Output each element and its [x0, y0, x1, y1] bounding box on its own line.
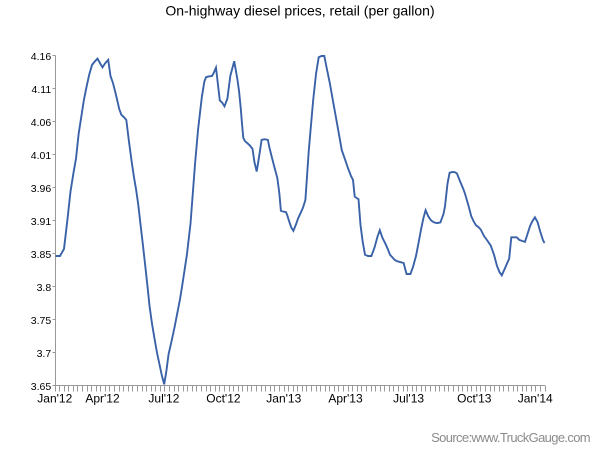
- svg-text:Jan'14: Jan'14: [518, 392, 553, 406]
- svg-text:4.06: 4.06: [31, 117, 52, 129]
- svg-text:Source:www.TruckGauge.com: Source:www.TruckGauge.com: [431, 430, 590, 445]
- svg-text:Jul'13: Jul'13: [393, 392, 424, 406]
- svg-text:3.85: 3.85: [31, 249, 52, 261]
- svg-text:Apr'12: Apr'12: [85, 392, 120, 406]
- svg-text:3.75: 3.75: [31, 315, 52, 327]
- svg-text:Oct'12: Oct'12: [206, 392, 241, 406]
- svg-text:Apr'13: Apr'13: [328, 392, 363, 406]
- svg-text:4.11: 4.11: [32, 84, 52, 96]
- svg-text:4.16: 4.16: [31, 51, 52, 63]
- svg-text:On-highway diesel prices, reta: On-highway diesel prices, retail (per ga…: [165, 3, 434, 19]
- svg-text:Jan'12: Jan'12: [37, 392, 72, 406]
- svg-text:Jul'12: Jul'12: [148, 392, 179, 406]
- svg-text:3.8: 3.8: [37, 282, 52, 294]
- svg-text:Jan'13: Jan'13: [266, 392, 301, 406]
- svg-text:3.65: 3.65: [31, 381, 52, 393]
- svg-text:3.7: 3.7: [37, 348, 52, 360]
- svg-text:3.96: 3.96: [31, 183, 52, 195]
- svg-text:4.01: 4.01: [31, 150, 52, 162]
- svg-text:3.91: 3.91: [31, 216, 52, 228]
- svg-text:Oct'13: Oct'13: [457, 392, 492, 406]
